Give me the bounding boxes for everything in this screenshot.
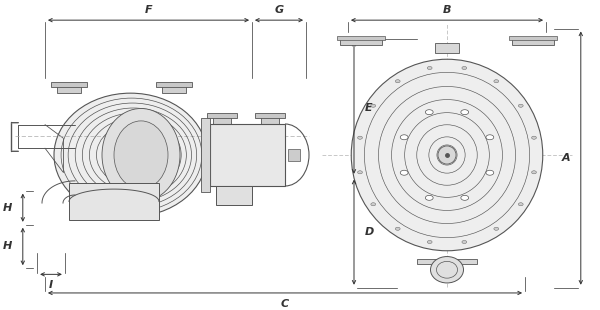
Bar: [213, 116, 231, 124]
Text: C: C: [281, 299, 289, 308]
Bar: [207, 113, 237, 118]
Ellipse shape: [427, 241, 432, 244]
Text: D: D: [365, 227, 374, 237]
Bar: [417, 259, 477, 264]
Ellipse shape: [425, 195, 433, 200]
Ellipse shape: [461, 195, 469, 200]
Bar: [57, 85, 81, 93]
Ellipse shape: [395, 227, 400, 230]
Text: E: E: [365, 103, 373, 113]
Text: F: F: [145, 5, 152, 15]
Ellipse shape: [351, 59, 543, 251]
Ellipse shape: [114, 121, 168, 189]
Ellipse shape: [518, 203, 523, 206]
Bar: [337, 36, 385, 40]
Ellipse shape: [438, 146, 456, 164]
Ellipse shape: [425, 110, 433, 115]
Ellipse shape: [371, 104, 376, 107]
Ellipse shape: [532, 171, 536, 174]
Text: G: G: [274, 5, 284, 15]
Bar: [512, 38, 554, 45]
Bar: [216, 186, 252, 205]
Ellipse shape: [494, 80, 499, 83]
Ellipse shape: [431, 257, 464, 283]
Bar: [435, 43, 459, 53]
Ellipse shape: [358, 136, 362, 139]
Bar: [210, 124, 285, 186]
Ellipse shape: [427, 66, 432, 69]
Text: H: H: [3, 203, 12, 213]
Bar: [288, 149, 300, 161]
Ellipse shape: [371, 203, 376, 206]
Bar: [201, 118, 210, 192]
Bar: [162, 85, 186, 93]
Ellipse shape: [486, 170, 494, 175]
Text: A: A: [562, 153, 570, 163]
Text: I: I: [49, 280, 53, 290]
Ellipse shape: [532, 136, 536, 139]
Text: H: H: [3, 241, 12, 251]
Bar: [156, 82, 192, 87]
Ellipse shape: [462, 66, 467, 69]
Ellipse shape: [518, 104, 523, 107]
Ellipse shape: [358, 171, 362, 174]
Bar: [69, 183, 159, 220]
Ellipse shape: [400, 170, 408, 175]
Bar: [51, 82, 87, 87]
Ellipse shape: [395, 80, 400, 83]
Bar: [261, 116, 279, 124]
Ellipse shape: [400, 135, 408, 140]
Ellipse shape: [486, 135, 494, 140]
Ellipse shape: [461, 110, 469, 115]
Ellipse shape: [494, 227, 499, 230]
Text: B: B: [443, 5, 451, 15]
Ellipse shape: [102, 108, 180, 202]
Bar: [340, 38, 382, 45]
Ellipse shape: [54, 93, 207, 217]
Bar: [255, 113, 285, 118]
Ellipse shape: [462, 241, 467, 244]
Bar: [509, 36, 557, 40]
